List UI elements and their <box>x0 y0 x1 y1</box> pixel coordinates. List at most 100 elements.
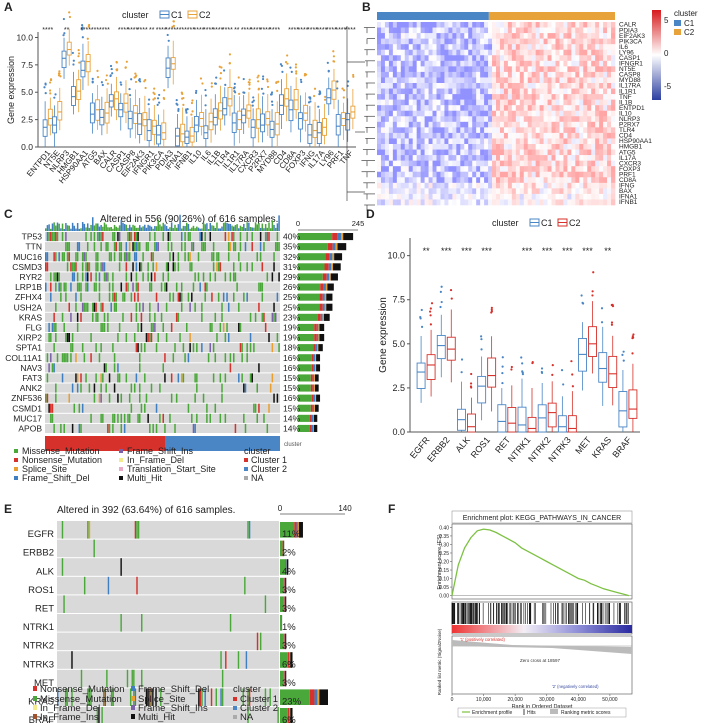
e-row-bg <box>57 614 279 632</box>
c-mutation-cell <box>118 232 121 242</box>
heatmap-cell <box>408 49 413 56</box>
heatmap-cell <box>519 99 525 106</box>
heatmap-cell <box>456 94 461 100</box>
outlier-point <box>134 80 138 84</box>
c-mutation-cell <box>55 333 57 343</box>
heatmap-cell <box>503 144 509 150</box>
heatmap-cell <box>377 66 382 73</box>
e-count-bar <box>283 540 285 557</box>
c-mutation-cell <box>48 322 50 332</box>
heatmap-cell <box>539 149 544 156</box>
outlier-point <box>77 55 80 58</box>
heatmap-cell <box>579 188 584 195</box>
heatmap-cell <box>551 182 556 189</box>
c-mutation-cell <box>157 302 159 312</box>
heatmap-cell <box>392 66 398 73</box>
c-mutation-cell <box>226 292 228 302</box>
heatmap-cell <box>519 105 525 112</box>
heatmap-cell <box>611 121 616 128</box>
heatmap-cell <box>480 127 485 134</box>
heatmap-cell <box>603 94 608 100</box>
heatmap-cell <box>535 116 540 123</box>
c-mutation-cell <box>73 262 76 272</box>
c-mutation-cell <box>154 242 156 252</box>
c-tmb-bar <box>50 228 52 231</box>
heatmap-cell <box>484 55 489 62</box>
heatmap-cell <box>388 22 394 28</box>
c-mutation-cell <box>187 403 190 413</box>
heatmap-cell <box>377 83 382 89</box>
heatmap-cell <box>515 127 521 134</box>
c-tmb-bar <box>197 227 200 231</box>
box-iqr <box>255 108 261 129</box>
heatmap-cell <box>440 71 445 78</box>
heatmap-cell <box>511 132 517 139</box>
heatmap-cell <box>388 49 394 56</box>
c-gene-znf536: ZNF536 <box>11 393 42 403</box>
c-mutation-cell <box>108 423 111 433</box>
heatmap-cell <box>603 160 608 167</box>
box-c1-casp8 <box>127 78 133 138</box>
heatmap-cell <box>595 66 600 73</box>
heatmap-cell <box>452 149 457 156</box>
heatmap-cell <box>603 77 608 84</box>
heatmap-cell <box>515 22 521 28</box>
heatmap-cell <box>595 177 600 184</box>
heatmap-cell <box>543 38 548 45</box>
outlier-point <box>156 97 160 100</box>
outlier-point <box>72 59 75 62</box>
outlier-point <box>490 310 493 313</box>
heatmap-cell <box>571 33 576 39</box>
heatmap-cell <box>595 27 600 34</box>
heatmap-cell <box>388 105 394 112</box>
box-c1-calr <box>108 64 114 117</box>
outlier-point <box>490 306 493 309</box>
heatmap-cell <box>535 105 540 112</box>
heatmap-cell <box>440 77 445 84</box>
heatmap-cell <box>396 182 402 189</box>
heatmap-cell <box>464 121 469 128</box>
c-mutation-cell <box>196 343 198 353</box>
c-bar-axis-max: 245 <box>352 219 365 228</box>
c-mutation-cell <box>189 343 191 353</box>
heatmap-cell <box>412 188 417 195</box>
c-mutation-cell <box>204 232 206 242</box>
heatmap-cell <box>432 132 437 139</box>
outlier-point <box>261 77 265 81</box>
e-legend-swatch <box>33 705 37 710</box>
heatmap-cell <box>428 94 433 100</box>
heatmap-cell <box>551 127 556 134</box>
heatmap-cell <box>456 22 461 28</box>
c-count-bar <box>298 404 311 412</box>
heatmap-cell <box>444 171 449 178</box>
c-mutation-cell <box>48 363 50 373</box>
heatmap-cell <box>551 132 556 139</box>
heatmap-cell <box>515 160 521 167</box>
heatmap-cell <box>377 138 382 145</box>
e-count-bar <box>286 559 289 575</box>
heatmap-cell <box>543 188 548 195</box>
heatmap-cell <box>456 27 461 34</box>
heatmap-cell <box>448 110 453 117</box>
box-c2-nlrp3 <box>66 11 72 66</box>
outlier-point <box>257 88 260 91</box>
outlier-point <box>233 87 236 90</box>
heatmap-cell <box>448 149 453 156</box>
heatmap-cell <box>377 77 382 84</box>
d-box-c1-met <box>578 294 587 391</box>
e-mutation-cell <box>90 688 92 706</box>
heatmap-cell <box>460 55 465 62</box>
heatmap-cell <box>507 71 513 78</box>
d-box-c1-ntrk2 <box>537 367 547 433</box>
c-tmb-bar <box>248 222 250 231</box>
heatmap-cell <box>507 94 513 100</box>
heatmap-cell <box>492 60 497 67</box>
heatmap-cell <box>424 83 429 89</box>
d-significance-label: *** <box>542 246 553 256</box>
c-mutation-cell <box>48 333 50 343</box>
c-mutation-cell <box>66 353 69 363</box>
heatmap-cell <box>599 99 604 106</box>
heatmap-cell <box>523 105 529 112</box>
heatmap-cell <box>559 127 564 134</box>
c-legend-cluster-title: cluster <box>244 446 271 456</box>
